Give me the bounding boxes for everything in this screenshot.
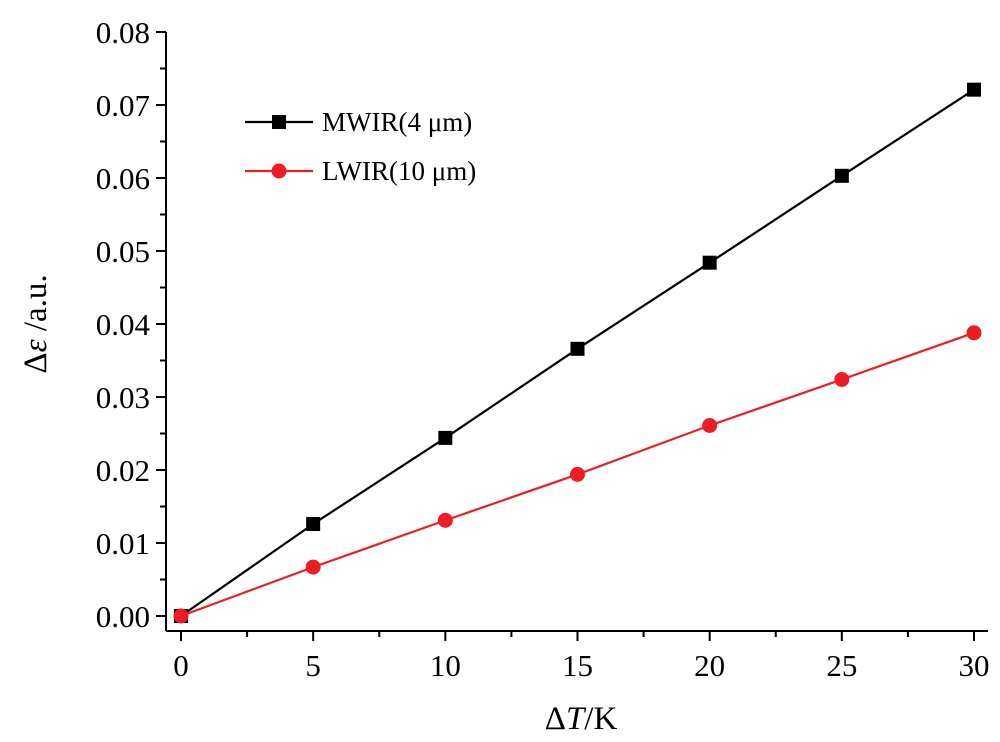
series-0	[174, 83, 981, 623]
data-point	[834, 372, 849, 387]
line-chart: 0 5 10 15 20 25 30 0.00 0.01 0.02 0.03 0.04 0.05 0.06…	[0, 0, 1000, 742]
x-axis-title: ΔT/K	[545, 701, 618, 737]
data-point	[571, 342, 585, 356]
y-tick-label: 0.05	[96, 234, 150, 269]
data-point	[570, 467, 585, 482]
x-tick-label: 10	[430, 648, 461, 683]
x-tick-label: 25	[826, 648, 857, 683]
data-point	[306, 560, 321, 575]
data-point	[835, 169, 849, 183]
y-tick-label: 0.04	[96, 307, 151, 342]
x-axis-title-suffix: /K	[584, 701, 617, 737]
legend-marker	[272, 115, 286, 129]
y-axis-title-suffix: /a.u.	[18, 274, 54, 339]
data-point	[174, 609, 189, 624]
y-axis-title: Δε /a.u.	[18, 274, 54, 373]
x-tick-label: 30	[959, 648, 990, 683]
data-point	[967, 83, 981, 97]
legend: MWIR(4 μm) LWIR(10 μm)	[245, 107, 476, 186]
legend-label: MWIR(4 μm)	[322, 107, 472, 137]
x-tick-label: 0	[173, 648, 189, 683]
series-1	[174, 325, 982, 623]
y-tick-label: 0.01	[96, 526, 150, 561]
data-point	[967, 325, 982, 340]
x-axis-title-prefix: Δ	[545, 701, 566, 737]
legend-item: LWIR(10 μm)	[245, 156, 476, 186]
y-tick-label: 0.07	[96, 88, 150, 123]
data-point	[703, 256, 717, 270]
data-point	[702, 418, 717, 433]
data-point	[438, 513, 453, 528]
data-point	[306, 517, 320, 531]
legend-marker	[272, 164, 287, 179]
y-tick-label: 0.08	[96, 15, 150, 50]
y-axis-title-italic: ε	[18, 339, 54, 352]
x-tick-label: 20	[694, 648, 725, 683]
y-tick-label: 0.00	[96, 599, 150, 634]
y-axis-title-prefix: Δ	[18, 352, 54, 373]
y-tick-label: 0.06	[96, 161, 150, 196]
series-layer	[174, 83, 982, 624]
legend-label: LWIR(10 μm)	[322, 156, 476, 186]
x-tick-label: 5	[305, 648, 321, 683]
y-tick-label: 0.03	[96, 380, 150, 415]
y-tick-label: 0.02	[96, 453, 150, 488]
data-point	[438, 431, 452, 445]
legend-item: MWIR(4 μm)	[245, 107, 472, 137]
x-tick-label: 15	[562, 648, 593, 683]
